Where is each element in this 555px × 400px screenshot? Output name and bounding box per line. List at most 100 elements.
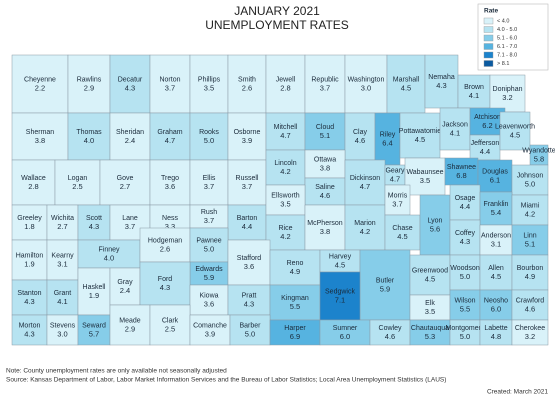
county-shape — [269, 284, 321, 321]
county-shape — [77, 314, 111, 346]
county-rate: 2.4 — [120, 286, 130, 295]
county-name: Ottawa — [314, 156, 336, 163]
county-shape — [54, 159, 101, 206]
county-rate: 7.1 — [335, 295, 345, 304]
county-shape — [449, 219, 481, 256]
county-name: Jewell — [276, 76, 296, 83]
county-rate: 3.8 — [35, 136, 45, 145]
legend-label: 6.1 - 7.0 — [497, 44, 517, 50]
county-shape — [227, 204, 267, 241]
county-name: Finney — [98, 246, 120, 253]
county-name: Comanche — [193, 322, 227, 329]
legend-swatch — [483, 26, 494, 33]
county-name: Russell — [236, 175, 259, 182]
county-name: Sumner — [333, 325, 358, 332]
county-rate: 4.3 — [436, 81, 446, 90]
county-shape — [511, 254, 549, 291]
county-name: Geary — [385, 167, 405, 174]
county-shape — [109, 54, 151, 114]
county-name: Rush — [201, 209, 217, 216]
county-shape — [479, 254, 513, 291]
county-shape — [11, 112, 69, 161]
county-shape — [265, 184, 306, 216]
note: Note: County unemployment rates are only… — [6, 368, 227, 375]
county-shape — [511, 319, 549, 346]
county-rate: 3.7 — [242, 182, 252, 191]
county-rate: 4.7 — [280, 131, 290, 140]
county-shape — [304, 112, 346, 151]
county-shape — [419, 194, 451, 256]
county-rate: 3.5 — [280, 199, 290, 208]
county-name: Stanton — [17, 290, 41, 297]
county-name: Wilson — [454, 297, 475, 304]
county-rate: 3.1 — [491, 239, 501, 248]
county-rate: 4.5 — [425, 274, 435, 283]
county-name: Mitchell — [274, 124, 298, 131]
county-name: Chautauqua — [411, 325, 449, 332]
county-shape — [469, 134, 501, 161]
county-name: Sherman — [26, 129, 55, 136]
county-rate: 4.3 — [24, 329, 34, 338]
county-name: Butler — [376, 277, 395, 284]
source: Source: Kansas Department of Labor, Labo… — [6, 377, 446, 384]
county-rate: 4.9 — [290, 267, 300, 276]
county-shape — [11, 239, 48, 281]
county-name: Clark — [162, 317, 179, 324]
legend-swatch — [483, 34, 494, 42]
county-name: Ness — [162, 215, 178, 222]
county-shape — [77, 267, 111, 316]
county-name: Woodson — [450, 265, 480, 272]
county-rate: 5.9 — [380, 284, 390, 293]
title-line: JANUARY 2021 — [234, 4, 320, 18]
county-name: Cherokee — [515, 325, 545, 332]
county-name: Marshall — [393, 76, 420, 83]
county-rate: 2.7 — [120, 182, 130, 191]
county-name: Pawnee — [196, 237, 221, 244]
county-name: Thomas — [76, 129, 102, 136]
county-name: Riley — [380, 131, 396, 138]
county-shape — [444, 157, 479, 186]
county-shape — [409, 319, 451, 346]
county-rate: 4.3 — [460, 237, 470, 246]
county-name: Stevens — [50, 322, 76, 329]
county-rate: 3.9 — [242, 136, 252, 145]
county-shape — [304, 204, 346, 251]
county-name: Saline — [315, 184, 335, 191]
county-name: Greeley — [17, 215, 42, 222]
county-name: Norton — [159, 76, 180, 83]
county-rate: 5.1 — [320, 131, 330, 140]
county-shape — [304, 54, 346, 114]
county-rate: 4.5 — [491, 272, 501, 281]
